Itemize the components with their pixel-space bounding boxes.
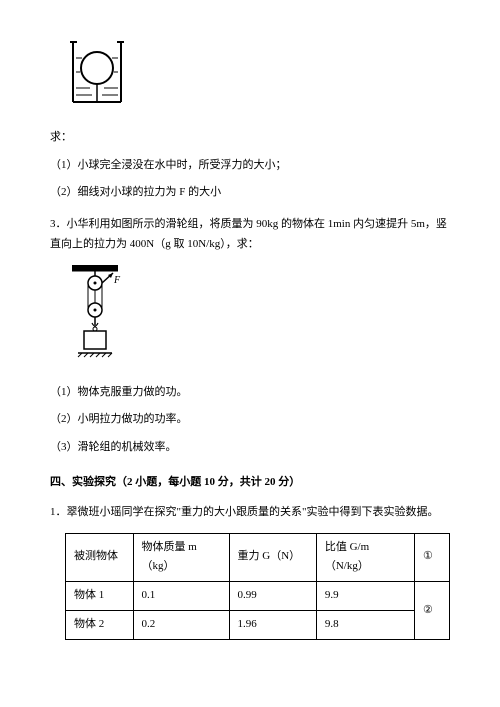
hatches xyxy=(72,271,76,275)
table-cell: 0.2 xyxy=(133,610,229,639)
pulley-svg: F xyxy=(70,265,130,360)
table-header: 物体质量 m（kg） xyxy=(133,533,229,582)
table-cell: 9.9 xyxy=(316,582,414,611)
qiu-label: 求： xyxy=(50,128,450,148)
table-row: 物体 1 0.1 0.99 9.9 ② xyxy=(66,582,450,611)
question-3-3: （3）滑轮组的机械效率。 xyxy=(50,438,450,458)
table-header: 被测物体 xyxy=(66,533,134,582)
table-header-row: 被测物体 物体质量 m（kg） 重力 G（N） 比值 G/m（N/kg） ① xyxy=(66,533,450,582)
question-1-2: （2）细线对小球的拉力为 F 的大小 xyxy=(50,183,450,203)
experiment-table: 被测物体 物体质量 m（kg） 重力 G（N） 比值 G/m（N/kg） ① 物… xyxy=(65,533,450,640)
pulley-diagram: F xyxy=(70,265,450,368)
load-box xyxy=(84,331,106,349)
ball-container-diagram xyxy=(70,40,450,113)
question-3-text: 3．小华利用如图所示的滑轮组，将质量为 90kg 的物体在 1min 内匀速提升… xyxy=(50,215,450,255)
table-header: 重力 G（N） xyxy=(229,533,316,582)
top-pulley-axle xyxy=(94,281,97,284)
experiment-1-text: 1．翠微班小瑶同学在探究"重力的大小跟质量的关系"实验中得到下表实验数据。 xyxy=(50,503,450,523)
section-4-title: 四、实验探究（2 小题，每小题 10 分，共计 20 分） xyxy=(50,473,450,493)
bottom-pulley-axle xyxy=(94,308,97,311)
ceiling-bar xyxy=(72,265,118,271)
ball xyxy=(81,52,113,84)
question-3-1: （1）物体克服重力做的功。 xyxy=(50,383,450,403)
table-header-side: ① xyxy=(414,533,449,582)
table-row: 物体 2 0.2 1.96 9.8 xyxy=(66,610,450,639)
table-cell: 物体 1 xyxy=(66,582,134,611)
table-cell: 0.1 xyxy=(133,582,229,611)
table-cell-side: ② xyxy=(414,582,449,640)
question-1-1: （1）小球完全浸没在水中时，所受浮力的大小； xyxy=(50,156,450,176)
force-label: F xyxy=(113,275,121,286)
table-cell: 1.96 xyxy=(229,610,316,639)
container-svg xyxy=(70,40,125,105)
table-cell: 0.99 xyxy=(229,582,316,611)
table-header: 比值 G/m（N/kg） xyxy=(316,533,414,582)
table-cell: 物体 2 xyxy=(66,610,134,639)
table-cell: 9.8 xyxy=(316,610,414,639)
question-3-2: （2）小明拉力做功的功率。 xyxy=(50,410,450,430)
